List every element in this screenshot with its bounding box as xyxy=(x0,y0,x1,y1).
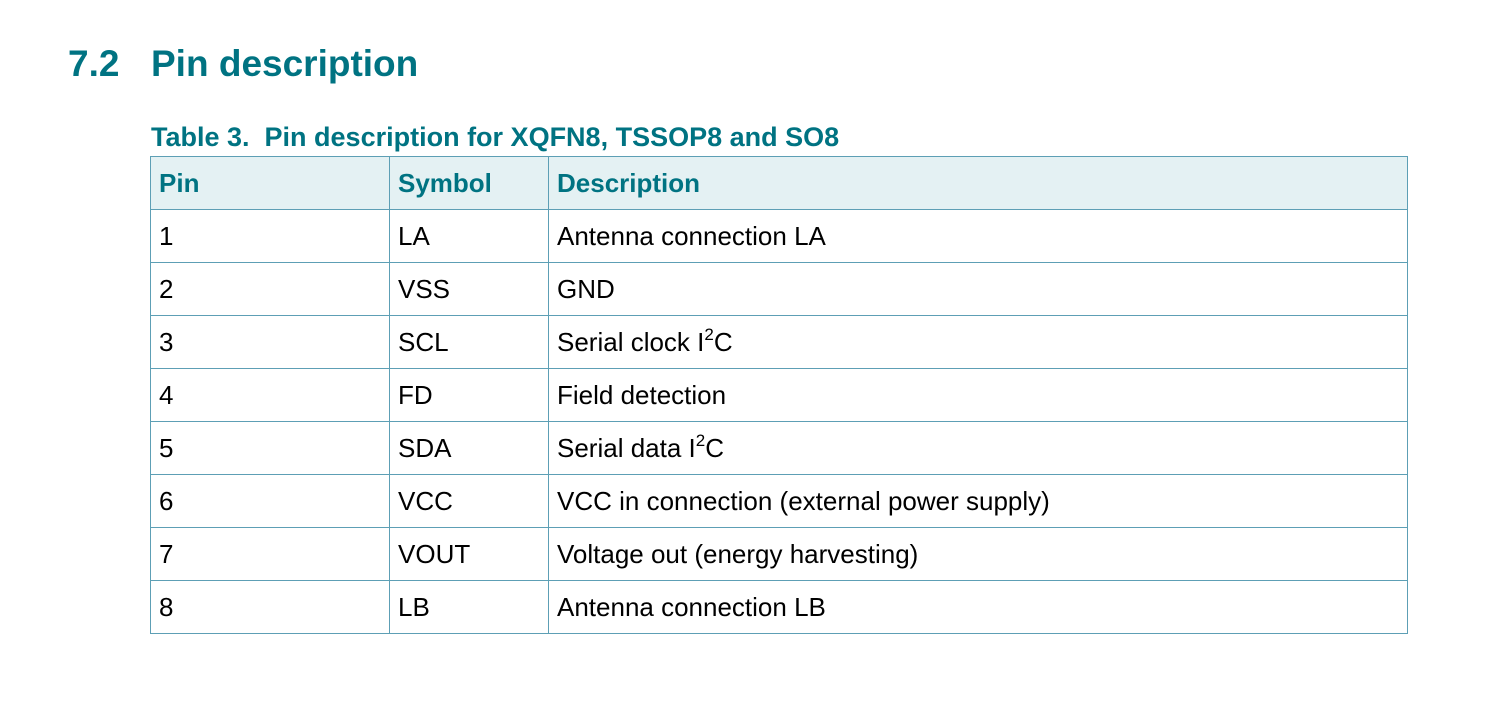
superscript: 2 xyxy=(704,324,714,344)
header-symbol: Symbol xyxy=(389,156,549,210)
section-number: 7.2 xyxy=(68,43,120,84)
pin-cell: 8 xyxy=(150,580,390,634)
pin-cell: 7 xyxy=(150,527,390,581)
description-cell: Antenna connection LA xyxy=(548,209,1408,263)
description-suffix: C xyxy=(713,326,733,357)
description-cell: Serial data I2C xyxy=(548,421,1408,475)
symbol-cell: FD xyxy=(389,368,549,422)
symbol-cell: LA xyxy=(389,209,549,263)
symbol-cell: SCL xyxy=(389,315,549,369)
symbol-cell: VSS xyxy=(389,262,549,316)
description-cell: Serial clock I2C xyxy=(548,315,1408,369)
section-heading: 7.2 Pin description xyxy=(68,40,418,88)
pin-cell: 2 xyxy=(150,262,390,316)
section-title: Pin description xyxy=(151,43,419,84)
description-text: Serial data I xyxy=(557,432,696,463)
description-cell: Antenna connection LB xyxy=(548,580,1408,634)
pin-cell: 4 xyxy=(150,368,390,422)
description-cell: Voltage out (energy harvesting) xyxy=(548,527,1408,581)
superscript: 2 xyxy=(695,430,706,450)
symbol-cell: VOUT xyxy=(389,527,549,581)
pin-cell: 6 xyxy=(150,474,390,528)
description-suffix: C xyxy=(705,432,724,463)
table-row: 7 VOUT Voltage out (energy harvesting) xyxy=(150,527,1408,581)
header-description: Description xyxy=(548,156,1408,210)
pin-description-table: Pin Symbol Description 1 LA Antenna conn… xyxy=(150,156,1408,634)
symbol-cell: SDA xyxy=(389,421,549,475)
table-row: 6 VCC VCC in connection (external power … xyxy=(150,474,1408,528)
table-row: 3 SCL Serial clock I2C xyxy=(150,315,1408,369)
pin-cell: 1 xyxy=(150,209,390,263)
description-cell: GND xyxy=(548,262,1408,316)
symbol-cell: VCC xyxy=(389,474,549,528)
table-header-row: Pin Symbol Description xyxy=(150,156,1408,210)
table-caption: Table 3. Pin description for XQFN8, TSSO… xyxy=(151,122,840,152)
table-row: 4 FD Field detection xyxy=(150,368,1408,422)
table-row: 1 LA Antenna connection LA xyxy=(150,209,1408,263)
description-cell: Field detection xyxy=(548,368,1408,422)
table-row: 5 SDA Serial data I2C xyxy=(150,421,1408,475)
pin-cell: 3 xyxy=(150,315,390,369)
description-text: Serial clock I xyxy=(557,326,705,357)
table-row: 2 VSS GND xyxy=(150,262,1408,316)
pin-cell: 5 xyxy=(150,421,390,475)
symbol-cell: LB xyxy=(389,580,549,634)
table-row: 8 LB Antenna connection LB xyxy=(150,580,1408,634)
header-pin: Pin xyxy=(150,156,390,210)
description-cell: VCC in connection (external power supply… xyxy=(548,474,1408,528)
